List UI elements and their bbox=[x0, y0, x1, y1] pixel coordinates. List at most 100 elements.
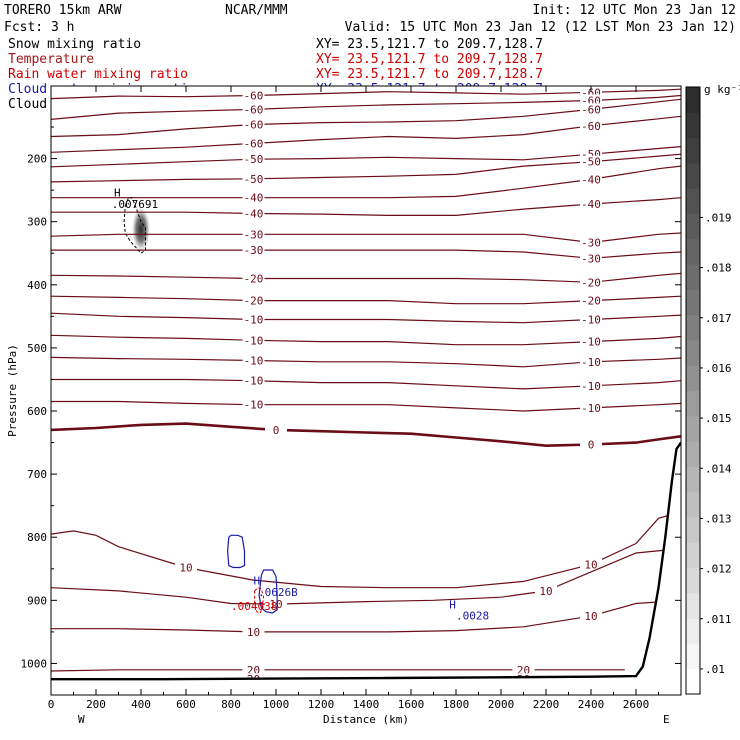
colorbar-band bbox=[686, 567, 700, 594]
contour-label-bg bbox=[580, 236, 602, 249]
contour-label-bg bbox=[242, 313, 265, 326]
field-cross-section: XY= 23.5,121.7 to 209.7,128.7 bbox=[316, 67, 543, 82]
temperature-contour bbox=[51, 115, 681, 153]
init-time: Init: 12 UTC Mon 23 Jan 12 bbox=[533, 3, 737, 18]
temperature-label: -10 bbox=[244, 314, 264, 327]
colorbar-tick-label: .01 bbox=[705, 663, 725, 676]
temperature-label: -60 bbox=[244, 103, 264, 116]
x-tick-label: 2000 bbox=[488, 698, 515, 711]
east-label: E bbox=[663, 713, 670, 726]
temperature-label: -20 bbox=[581, 276, 601, 289]
terrain-line bbox=[51, 441, 681, 681]
annotation: .004038 bbox=[231, 600, 277, 613]
temperature-contour bbox=[51, 165, 681, 199]
temperature-label: -60 bbox=[244, 137, 264, 150]
temperature-contour bbox=[51, 356, 681, 368]
temperature-label: -10 bbox=[581, 314, 601, 327]
snow-max-label: H bbox=[114, 186, 121, 199]
contour-label-bg bbox=[580, 558, 602, 571]
temperature-label: -30 bbox=[581, 237, 601, 250]
y-tick-label: 500 bbox=[27, 342, 47, 355]
header: TORERO 15km ARW NCAR/MMM Init: 12 UTC Mo… bbox=[4, 3, 736, 35]
temperature-contour bbox=[51, 378, 681, 390]
temperature-label: 10 bbox=[584, 610, 597, 623]
field-name: Temperature bbox=[8, 52, 94, 67]
x-tick-label: 1000 bbox=[263, 698, 290, 711]
temperature-contour bbox=[51, 146, 681, 168]
temperature-contour bbox=[51, 232, 681, 244]
temperature-contour bbox=[51, 422, 681, 448]
temperature-label: -50 bbox=[244, 173, 264, 186]
contour-label-bg bbox=[242, 228, 265, 241]
colorbar-frame bbox=[685, 86, 701, 695]
temperature-label: -10 bbox=[244, 334, 264, 347]
colorbar-band bbox=[686, 137, 700, 164]
contour-label-bg bbox=[265, 598, 287, 611]
valid-time: Valid: 15 UTC Mon 23 Jan 12 (12 LST Mon … bbox=[345, 20, 736, 35]
temperature-label: -10 bbox=[244, 375, 264, 388]
temperature-label: -10 bbox=[244, 399, 264, 412]
x-tick-label: 800 bbox=[221, 698, 241, 711]
colorbar-tick-label: .015 bbox=[705, 412, 732, 425]
contour-label-bg bbox=[242, 294, 265, 307]
contour-label-bg bbox=[580, 119, 602, 132]
colorbar-band bbox=[686, 618, 700, 644]
temperature-label: -10 bbox=[581, 356, 601, 369]
contour-label-bg bbox=[242, 137, 265, 150]
colorbar-band bbox=[686, 542, 700, 569]
annotation: .0028 bbox=[456, 609, 489, 622]
y-tick-label: 900 bbox=[27, 594, 47, 607]
contour-label-bg bbox=[242, 374, 265, 387]
snow-shading bbox=[132, 207, 150, 252]
temperature-contour bbox=[51, 400, 681, 412]
colorbar-band bbox=[686, 264, 700, 290]
rain-contour bbox=[254, 587, 265, 614]
colorbar-tick-label: .011 bbox=[705, 613, 732, 626]
temperature-label: -10 bbox=[581, 336, 601, 349]
temperature-label: 0 bbox=[273, 424, 280, 437]
temperature-label: -40 bbox=[244, 192, 264, 205]
temperature-contour bbox=[51, 88, 681, 100]
colorbar-band bbox=[686, 390, 700, 417]
colorbar-tick-label: .017 bbox=[705, 312, 732, 325]
temperature-label: -60 bbox=[244, 118, 264, 131]
temperature-label: -30 bbox=[244, 228, 264, 241]
colorbar-band bbox=[686, 339, 700, 366]
colorbar-band bbox=[686, 643, 700, 670]
colorbar-unit: g kg⁻¹ bbox=[704, 83, 740, 96]
colorbar-tick-label: .014 bbox=[705, 462, 732, 475]
contour-label-bg bbox=[242, 89, 265, 102]
y-tick-label: 700 bbox=[27, 468, 47, 481]
contour-label-bg bbox=[580, 313, 602, 326]
temperature-label: 10 bbox=[269, 598, 282, 611]
contour-label-bg bbox=[265, 423, 287, 436]
y-tick-label: 200 bbox=[27, 153, 47, 166]
colorbar-band bbox=[686, 213, 700, 240]
temperature-contour bbox=[51, 153, 681, 183]
colorbar-band bbox=[686, 238, 700, 265]
field-cross-section: XY= 23.5,121.7 to 209.7,128.7 bbox=[316, 52, 543, 67]
temperature-contour bbox=[51, 669, 625, 672]
temperature-label: 10 bbox=[539, 585, 552, 598]
contour-label-bg bbox=[580, 276, 602, 289]
colorbar-tick-label: .016 bbox=[705, 362, 732, 375]
temperature-label: -20 bbox=[581, 295, 601, 308]
colorbar-band bbox=[686, 289, 700, 316]
x-tick-label: 1200 bbox=[308, 698, 335, 711]
colorbar-band bbox=[686, 112, 700, 139]
colorbar-tick-label: .012 bbox=[705, 563, 732, 576]
temperature-label: -50 bbox=[581, 156, 601, 169]
x-tick-label: 2200 bbox=[533, 698, 560, 711]
temperature-label: 0 bbox=[588, 438, 595, 451]
model-title: TORERO 15km ARW bbox=[4, 3, 122, 18]
colorbar-band bbox=[686, 668, 700, 695]
contour-label-bg bbox=[242, 625, 265, 638]
contour-label-bg bbox=[535, 584, 557, 597]
colorbar-band bbox=[686, 466, 700, 493]
colorbar-band bbox=[686, 365, 700, 391]
temperature-label: -30 bbox=[581, 252, 601, 265]
temperature-label: -50 bbox=[244, 153, 264, 166]
plot-background bbox=[51, 86, 681, 695]
contour-label-bg bbox=[580, 252, 602, 265]
